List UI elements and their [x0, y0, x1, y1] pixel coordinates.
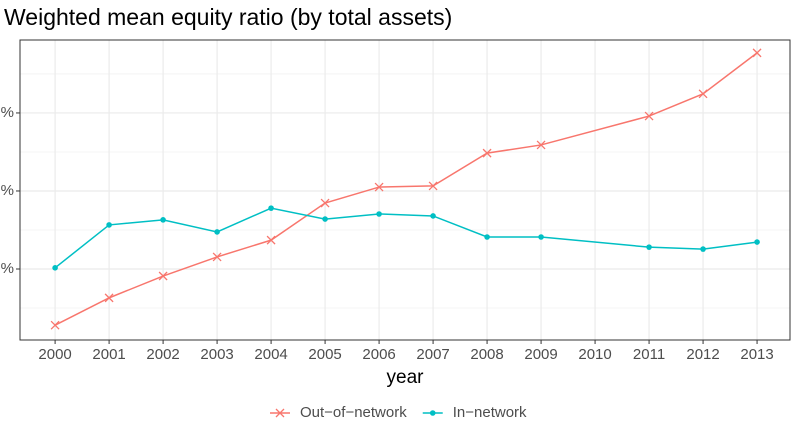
x-axis-label: year	[387, 367, 425, 388]
point	[752, 48, 762, 58]
x-tick-label: 2004	[254, 346, 287, 363]
x-tick-label: 2010	[578, 346, 611, 363]
point	[484, 234, 490, 240]
point	[52, 265, 58, 271]
point	[700, 246, 706, 252]
point	[104, 293, 114, 303]
x-tick-label: 2000	[38, 346, 71, 363]
y-tick-label: %	[1, 104, 14, 121]
legend-marker	[275, 408, 285, 418]
point	[212, 252, 222, 262]
point	[214, 229, 220, 235]
point	[160, 217, 166, 223]
point	[644, 111, 654, 121]
point	[322, 216, 328, 222]
plot-border	[19, 39, 791, 341]
chart-title: Weighted mean equity ratio (by total ass…	[4, 4, 452, 30]
x-tick-label: 2006	[362, 346, 395, 363]
x-tick-label: 2012	[686, 346, 719, 363]
point	[374, 182, 384, 192]
y-tick-label: %	[1, 182, 14, 199]
point	[698, 89, 708, 99]
point	[482, 148, 492, 158]
legend-label: In−network	[453, 404, 527, 421]
y-tick-label: %	[1, 260, 14, 277]
point	[536, 140, 546, 150]
x-tick-label: 2009	[524, 346, 557, 363]
x-tick-label: 2002	[146, 346, 179, 363]
series-line	[54, 207, 758, 269]
point	[320, 198, 330, 208]
point	[428, 181, 438, 191]
point	[376, 211, 382, 217]
x-tick-label: 2007	[416, 346, 449, 363]
x-tick-label: 2001	[92, 346, 125, 363]
point	[50, 320, 60, 330]
point	[268, 205, 274, 211]
point	[430, 213, 436, 219]
point	[754, 239, 760, 245]
series-line	[54, 52, 758, 326]
legend-marker	[429, 410, 436, 416]
x-tick-label: 2013	[740, 346, 773, 363]
point	[158, 271, 168, 281]
x-tick-label: 2005	[308, 346, 341, 363]
x-tick-label: 2011	[633, 346, 665, 363]
point	[538, 234, 544, 240]
point	[646, 244, 652, 250]
point	[106, 222, 112, 228]
x-tick-label: 2008	[470, 346, 503, 363]
point	[266, 235, 276, 245]
x-tick-label: 2003	[200, 346, 233, 363]
legend-label: Out−of−network	[300, 404, 407, 421]
